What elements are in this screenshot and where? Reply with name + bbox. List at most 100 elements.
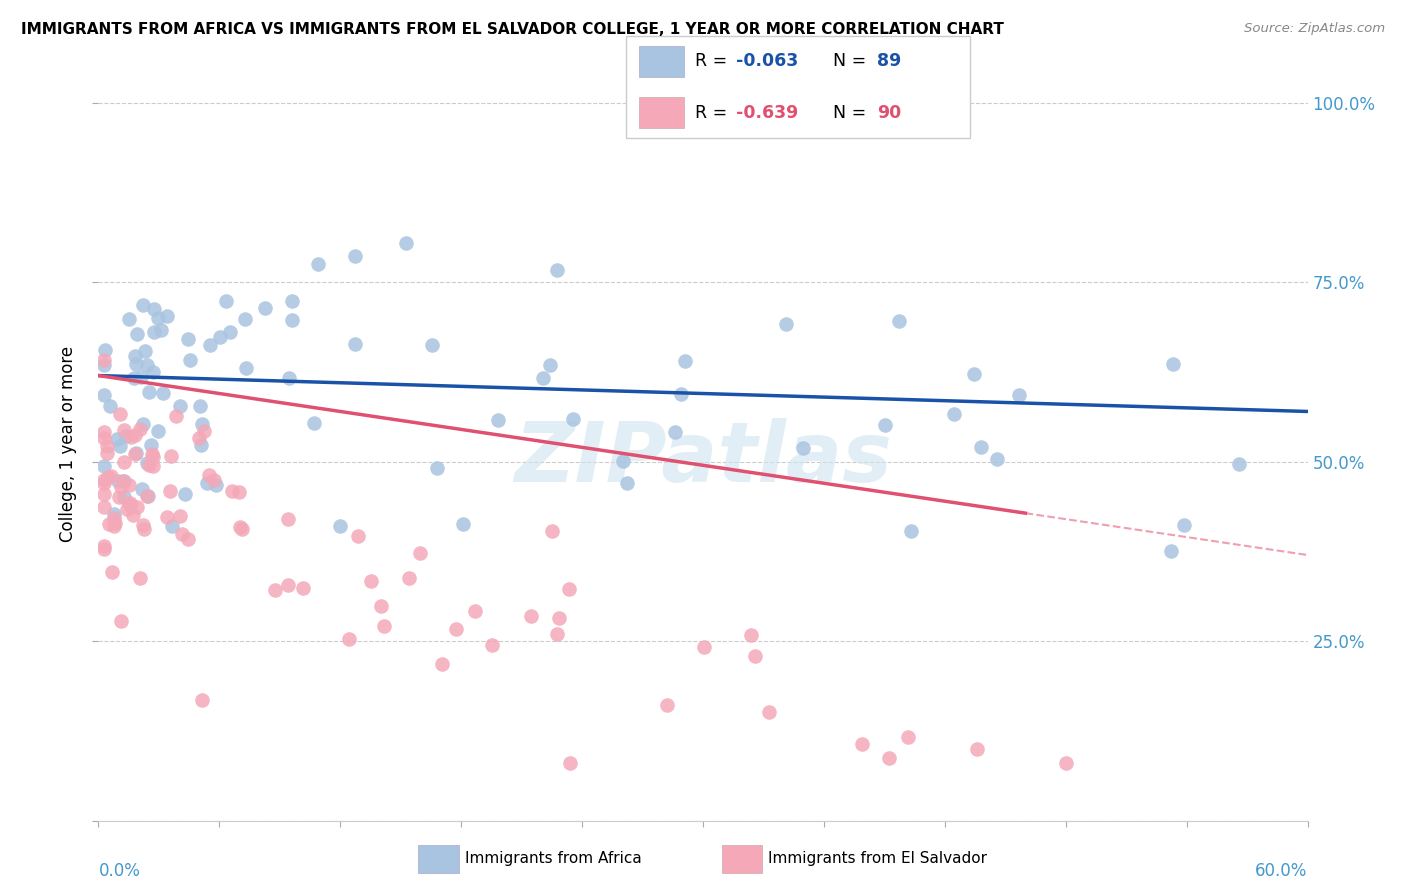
Point: [307, 257, 329, 271]
Point: [93, 476, 115, 491]
Point: [103, 518, 125, 533]
Point: [93, 458, 115, 473]
Point: [673, 354, 696, 368]
Point: [655, 698, 678, 712]
Point: [464, 604, 486, 618]
Point: [93, 473, 115, 487]
Point: [193, 424, 215, 438]
Point: [141, 447, 163, 461]
Point: [108, 439, 131, 453]
FancyBboxPatch shape: [419, 846, 458, 872]
Point: [176, 332, 198, 346]
Point: [159, 484, 181, 499]
Point: [134, 344, 156, 359]
Point: [343, 337, 366, 351]
Point: [561, 412, 583, 426]
Text: Source: ZipAtlas.com: Source: ZipAtlas.com: [1244, 22, 1385, 36]
Point: [136, 489, 159, 503]
Text: Immigrants from Africa: Immigrants from Africa: [465, 852, 641, 866]
Point: [143, 325, 166, 339]
Point: [692, 640, 714, 654]
Point: [120, 430, 142, 444]
Point: [169, 509, 191, 524]
Point: [104, 516, 127, 531]
Text: 89: 89: [877, 53, 901, 70]
Point: [98, 517, 121, 532]
Point: [118, 477, 141, 491]
Point: [136, 489, 159, 503]
Text: -0.639: -0.639: [735, 103, 799, 121]
Point: [346, 528, 368, 542]
Point: [129, 570, 152, 584]
Text: 0.0%: 0.0%: [98, 862, 141, 880]
Point: [112, 455, 135, 469]
Point: [541, 524, 564, 539]
Text: N =: N =: [823, 103, 872, 121]
Point: [200, 338, 222, 352]
Point: [120, 498, 142, 512]
Point: [900, 524, 922, 538]
Point: [156, 310, 179, 324]
Point: [122, 370, 145, 384]
Point: [97, 469, 120, 483]
Point: [664, 425, 686, 439]
Text: ZIPatlas: ZIPatlas: [515, 418, 891, 500]
Point: [165, 409, 187, 423]
Y-axis label: College, 1 year or more: College, 1 year or more: [59, 346, 77, 541]
Point: [254, 301, 277, 316]
Point: [277, 577, 299, 591]
Point: [851, 737, 873, 751]
Point: [138, 384, 160, 399]
Point: [744, 649, 766, 664]
Point: [426, 461, 449, 475]
Point: [112, 475, 135, 489]
Point: [125, 500, 148, 515]
FancyBboxPatch shape: [640, 97, 685, 128]
Point: [302, 417, 325, 431]
Point: [398, 571, 420, 585]
Point: [740, 628, 762, 642]
Point: [93, 539, 115, 553]
Point: [669, 387, 692, 401]
Text: Immigrants from El Salvador: Immigrants from El Salvador: [768, 852, 987, 866]
Point: [560, 756, 582, 771]
Point: [93, 358, 115, 372]
Point: [792, 442, 814, 456]
Point: [1054, 756, 1077, 771]
Point: [103, 507, 125, 521]
Point: [176, 532, 198, 546]
Point: [132, 297, 155, 311]
Point: [143, 301, 166, 316]
Point: [173, 487, 195, 501]
Point: [616, 476, 638, 491]
Point: [131, 417, 153, 431]
Point: [548, 611, 571, 625]
Point: [546, 263, 568, 277]
Point: [343, 249, 366, 263]
Point: [124, 350, 146, 364]
Point: [278, 371, 301, 385]
Point: [101, 566, 124, 580]
Text: -0.063: -0.063: [735, 53, 799, 70]
Point: [204, 473, 226, 487]
Point: [228, 484, 250, 499]
Point: [422, 338, 444, 352]
Point: [1160, 544, 1182, 558]
Point: [233, 312, 256, 326]
Point: [122, 508, 145, 522]
Point: [538, 359, 561, 373]
Point: [120, 496, 142, 510]
Point: [118, 311, 141, 326]
Point: [96, 439, 118, 453]
Point: [124, 447, 146, 461]
Point: [1008, 388, 1031, 402]
Point: [93, 425, 115, 440]
Point: [142, 458, 165, 473]
Point: [531, 371, 554, 385]
Point: [966, 742, 988, 756]
Point: [188, 399, 211, 413]
Point: [277, 511, 299, 525]
Point: [360, 574, 382, 589]
Point: [169, 399, 191, 413]
Point: [131, 483, 153, 497]
